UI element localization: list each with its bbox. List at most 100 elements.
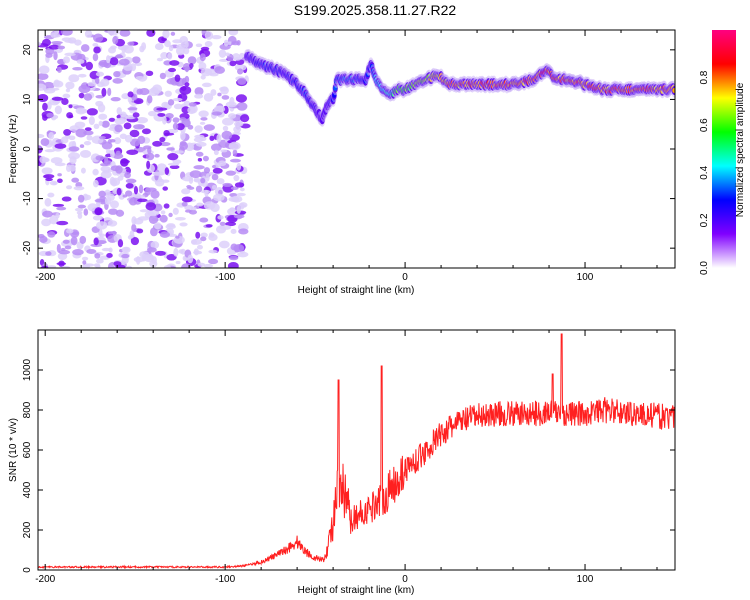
noise-cell xyxy=(195,43,203,48)
noise-cell xyxy=(66,228,74,234)
noise-cell xyxy=(163,203,170,209)
x-tick-label: -100 xyxy=(215,574,235,585)
noise-cell xyxy=(218,160,227,167)
noise-cell xyxy=(136,228,144,234)
noise-cell xyxy=(222,125,229,132)
x-tick-label: -100 xyxy=(215,272,235,283)
noise-cell xyxy=(154,153,160,158)
noise-cell xyxy=(149,259,158,268)
noise-cell xyxy=(169,164,180,170)
noise-cell xyxy=(156,163,167,173)
noise-cell xyxy=(116,107,122,115)
noise-cell xyxy=(43,174,55,179)
noise-cell xyxy=(45,251,52,256)
noise-cell xyxy=(164,40,171,48)
noise-cell xyxy=(196,244,203,250)
noise-cell xyxy=(133,194,146,199)
noise-cell xyxy=(169,60,180,66)
noise-cell xyxy=(210,143,222,152)
noise-cell xyxy=(234,182,245,188)
noise-cell xyxy=(72,249,84,256)
noise-cell xyxy=(173,247,179,257)
noise-cell xyxy=(105,148,111,155)
noise-cell xyxy=(167,52,173,60)
noise-cell xyxy=(98,190,106,198)
noise-cell xyxy=(213,193,225,202)
noise-cell xyxy=(107,231,117,235)
noise-cell xyxy=(124,134,133,143)
noise-cell xyxy=(234,64,247,71)
noise-cell xyxy=(97,103,106,113)
noise-cell xyxy=(227,262,239,268)
noise-cell xyxy=(74,121,86,129)
noise-cell xyxy=(188,102,197,107)
noise-cell xyxy=(75,128,87,138)
noise-cell xyxy=(86,135,93,141)
noise-cell xyxy=(197,262,206,267)
noise-cell xyxy=(196,202,204,207)
noise-cell xyxy=(110,149,115,158)
noise-cell xyxy=(148,214,159,224)
noise-cell xyxy=(184,82,190,87)
noise-cell xyxy=(233,57,242,61)
noise-cell xyxy=(62,239,70,244)
noise-cell xyxy=(40,265,49,268)
noise-cell xyxy=(68,146,80,152)
noise-cell xyxy=(178,249,184,254)
noise-cell xyxy=(179,141,187,147)
noise-cell xyxy=(73,186,85,191)
noise-cell xyxy=(174,150,184,154)
noise-cell xyxy=(114,124,123,133)
noise-cell xyxy=(106,253,113,258)
noise-cell xyxy=(147,247,157,253)
noise-cell xyxy=(219,43,231,50)
noise-cell xyxy=(181,196,193,203)
x-tick-label: -200 xyxy=(35,574,55,585)
noise-cell xyxy=(141,42,147,51)
noise-cell xyxy=(112,78,123,84)
noise-cell xyxy=(161,101,170,109)
noise-cell xyxy=(159,136,166,143)
noise-cell xyxy=(45,177,53,182)
noise-cell xyxy=(204,31,214,40)
noise-cell xyxy=(38,65,50,75)
noise-cell xyxy=(136,116,148,124)
noise-cell xyxy=(200,177,206,184)
noise-cell xyxy=(175,260,181,265)
noise-cell xyxy=(52,203,65,207)
noise-cell xyxy=(172,122,179,130)
noise-cell xyxy=(172,97,183,102)
noise-cell xyxy=(201,82,212,88)
noise-cell xyxy=(84,30,93,38)
noise-cell xyxy=(127,107,138,111)
noise-cell xyxy=(68,152,81,160)
noise-cell xyxy=(127,91,134,98)
noise-cell xyxy=(146,160,151,170)
noise-cell xyxy=(187,56,197,65)
colorbar-tick-label: 0.4 xyxy=(699,165,710,179)
noise-cell xyxy=(189,170,202,179)
noise-cell xyxy=(210,89,217,96)
noise-cell xyxy=(174,74,181,82)
noise-cell xyxy=(200,75,206,80)
noise-cell xyxy=(208,258,219,265)
noise-cell xyxy=(195,185,203,193)
noise-cell xyxy=(154,222,162,230)
noise-cell xyxy=(229,60,237,67)
noise-cell xyxy=(61,37,72,42)
noise-cell xyxy=(94,198,106,203)
noise-cell xyxy=(139,251,150,258)
noise-cell xyxy=(96,258,104,264)
colorbar-gradient xyxy=(712,30,736,268)
noise-cell xyxy=(68,74,80,83)
noise-cell xyxy=(93,46,101,54)
noise-cell xyxy=(94,208,103,216)
noise-cell xyxy=(92,53,99,62)
bottom-plot-frame xyxy=(37,329,676,571)
noise-cell xyxy=(76,59,85,64)
noise-cell xyxy=(217,215,224,220)
noise-cell xyxy=(128,197,138,206)
noise-cell xyxy=(43,87,56,94)
noise-cell xyxy=(120,159,130,164)
noise-cell xyxy=(121,246,131,254)
